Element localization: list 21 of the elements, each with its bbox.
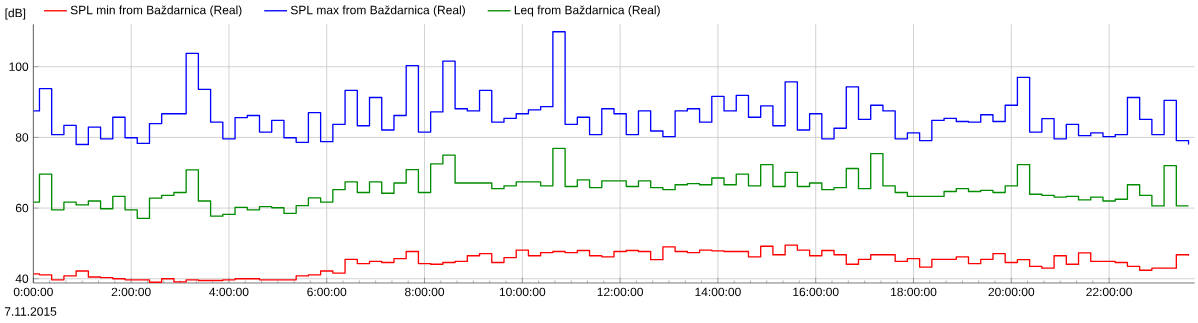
legend-label: SPL max from Baždarnica (Real) [290, 5, 465, 17]
text: 7.11.2015 [4, 307, 57, 316]
x-tick-label: 14:00:00 [695, 287, 741, 297]
x-tick-label: 2:00:00 [111, 287, 151, 297]
y-tick-label: 80 [15, 133, 29, 142]
x-tick-label: 8:00:00 [405, 287, 445, 297]
x-tick-label: 6:00:00 [307, 287, 347, 297]
x-tick-label: 20:00:00 [988, 287, 1035, 297]
y-tick-label: 40 [15, 274, 29, 283]
y-tick-label: 100 [9, 62, 29, 71]
x-tick-label: 10:00:00 [499, 287, 546, 297]
x-tick-label: 16:00:00 [793, 287, 839, 297]
x-tick-label: 4:00:00 [209, 287, 249, 297]
y-tick-label: 60 [15, 203, 29, 213]
legend-label: SPL min from Baždarnica (Real) [70, 5, 242, 17]
x-tick-label: 22:00:00 [1086, 287, 1132, 297]
x-tick-label: 0:00:00 [13, 287, 53, 297]
y-axis-title: [dB] [5, 8, 26, 20]
legend-label: Leq from Baždarnica (Real) [514, 5, 660, 17]
x-tick-label: 12:00:00 [597, 287, 644, 297]
x-tick-label: 18:00:00 [891, 287, 937, 297]
